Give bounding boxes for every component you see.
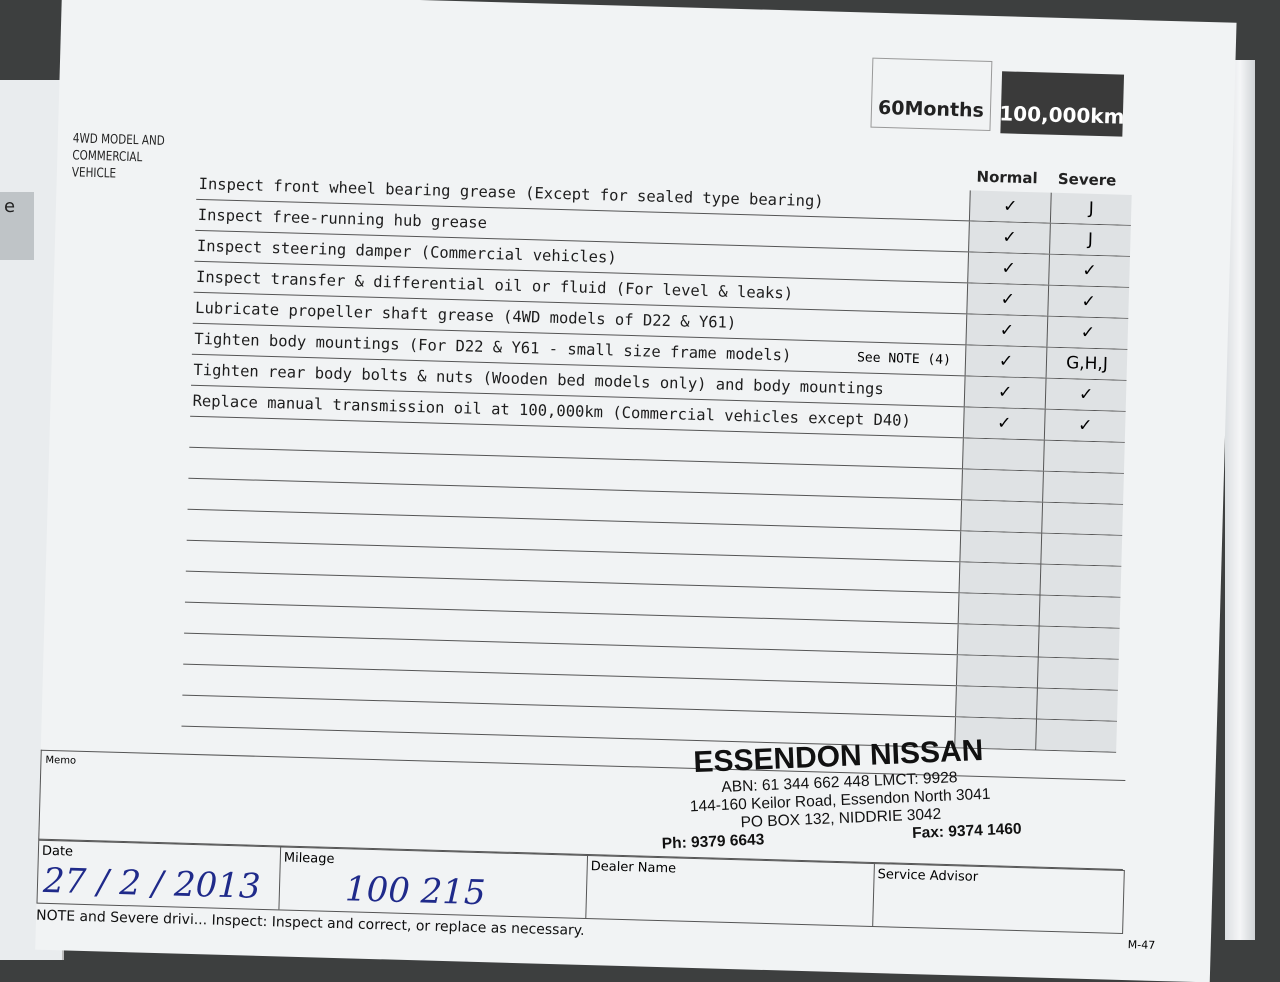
severe-check xyxy=(1042,471,1124,504)
memo-label: Memo xyxy=(45,754,77,767)
severe-check xyxy=(1041,502,1124,535)
severe-check: ✓ xyxy=(1044,378,1127,411)
normal-column-header: Normal xyxy=(976,167,1038,188)
date-value: 27 / 2 / 2013 xyxy=(42,860,262,907)
normal-check xyxy=(955,655,1038,688)
normal-check xyxy=(960,500,1043,533)
normal-check xyxy=(961,438,1044,471)
severe-check xyxy=(1036,688,1118,721)
page-number: M-47 xyxy=(1127,938,1156,952)
section-label: 4WD MODEL AND COMMERCIAL VEHICLE xyxy=(71,131,165,182)
normal-check: ✓ xyxy=(967,252,1049,285)
months-header: 60Months xyxy=(870,57,993,131)
dealer-cell: Dealer Name xyxy=(586,856,875,927)
left-page-tab: e xyxy=(0,192,34,260)
normal-check: ✓ xyxy=(965,314,1048,347)
severe-check: ✓ xyxy=(1047,285,1130,318)
dealer-label: Dealer Name xyxy=(590,859,677,877)
severe-check xyxy=(1042,440,1125,473)
severe-check xyxy=(1036,657,1119,690)
severe-check: G,H,J xyxy=(1045,347,1128,380)
row-text xyxy=(182,711,955,733)
normal-check xyxy=(957,593,1040,626)
advisor-cell: Service Advisor xyxy=(873,864,1124,933)
normal-check: ✓ xyxy=(964,345,1047,378)
severe-check: J xyxy=(1049,223,1131,256)
severe-check xyxy=(1040,533,1123,566)
severe-check xyxy=(1037,626,1120,659)
row-note: See NOTE (4) xyxy=(856,349,952,368)
date-cell: Date 27 / 2 / 2013 xyxy=(37,840,282,910)
severe-check: ✓ xyxy=(1046,316,1129,349)
normal-check: ✓ xyxy=(966,283,1049,316)
normal-check: ✓ xyxy=(963,376,1046,409)
dealer-stamp: ESSENDON NISSAN ABN: 61 344 662 448 LMCT… xyxy=(658,733,1022,854)
severe-check xyxy=(1038,595,1121,628)
severe-check: J xyxy=(1049,192,1132,225)
normal-check xyxy=(955,686,1037,719)
severe-check: ✓ xyxy=(1043,409,1126,442)
mileage-value: 100 215 xyxy=(344,869,487,914)
severe-check xyxy=(1035,719,1117,752)
normal-check: ✓ xyxy=(968,190,1051,223)
maintenance-table: Inspect front wheel bearing grease (Exce… xyxy=(181,168,1132,753)
service-page: 60Months 100,000km 4WD MODEL AND COMMERC… xyxy=(35,0,1237,982)
severe-check: ✓ xyxy=(1048,254,1130,287)
advisor-label: Service Advisor xyxy=(877,867,979,885)
normal-check: ✓ xyxy=(962,407,1045,440)
normal-check xyxy=(961,469,1043,502)
severe-column-header: Severe xyxy=(1057,169,1117,190)
normal-check xyxy=(959,531,1042,564)
normal-check xyxy=(956,624,1039,657)
severe-check xyxy=(1039,564,1122,597)
km-header: 100,000km xyxy=(999,71,1125,137)
normal-check xyxy=(958,562,1041,595)
mileage-label: Mileage xyxy=(283,850,335,867)
normal-check: ✓ xyxy=(968,221,1050,254)
date-label: Date xyxy=(41,843,74,860)
mileage-cell: Mileage 100 215 xyxy=(279,847,589,919)
